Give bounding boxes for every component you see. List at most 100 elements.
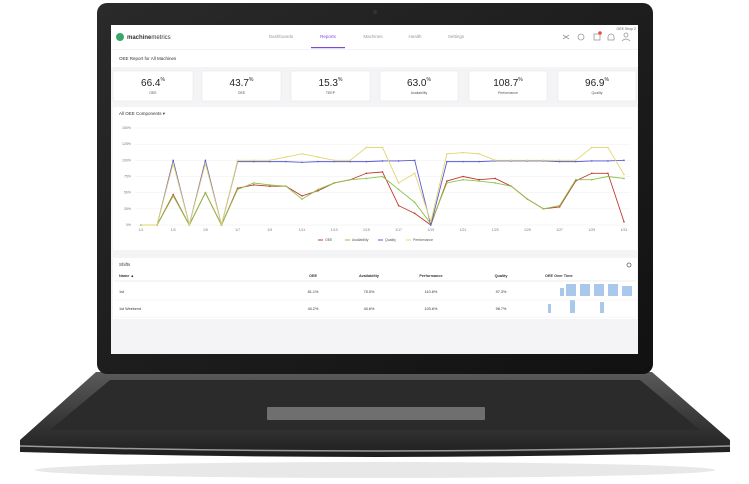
- table-cell: 40.6%: [364, 307, 375, 311]
- series-point: [574, 160, 577, 163]
- shifts-title: Shifts: [119, 262, 131, 267]
- series-point: [413, 159, 416, 162]
- series-point: [558, 159, 561, 162]
- series-point: [462, 160, 464, 163]
- series-point: [285, 160, 287, 163]
- kpi-card: [290, 70, 371, 102]
- series-point: [542, 159, 545, 162]
- nav-item[interactable]: Dashboards: [269, 34, 294, 39]
- series-point: [269, 185, 271, 187]
- nav-item[interactable]: Settings: [448, 34, 465, 39]
- nav-item[interactable]: Machines: [363, 34, 383, 39]
- top-bar: [111, 25, 638, 49]
- table-cell: 40.2%: [308, 307, 319, 311]
- series-point: [494, 159, 497, 162]
- series-point: [188, 224, 191, 226]
- series-point: [301, 195, 303, 197]
- y-tick-label: 150%: [122, 126, 131, 130]
- kpi-number: 63.0: [407, 78, 427, 89]
- series-point: [623, 173, 625, 176]
- series-point: [172, 159, 174, 162]
- x-tick-label: 1/15: [363, 228, 370, 232]
- logo-b: metrics: [151, 35, 170, 41]
- kpi-label: Quality: [592, 91, 603, 95]
- series-point: [301, 153, 303, 155]
- series-point: [381, 171, 384, 173]
- nav-item[interactable]: Health: [408, 34, 422, 39]
- subheader: [111, 50, 638, 67]
- series-point: [252, 182, 255, 184]
- series-point: [623, 220, 625, 223]
- kpi-card: [379, 70, 459, 102]
- series-point: [558, 204, 561, 207]
- series-point: [252, 184, 255, 186]
- series-point: [574, 159, 577, 162]
- table-header: Name ▲: [119, 274, 134, 278]
- table-cell: 110.6%: [425, 290, 438, 294]
- series-point: [172, 162, 174, 165]
- x-tick-label: 1/21: [460, 228, 467, 232]
- kpi-value: 96.9%: [585, 77, 609, 88]
- x-tick-label: 1/9: [267, 228, 272, 232]
- series-point: [252, 160, 255, 163]
- series-point: [397, 160, 400, 162]
- y-tick-label: 100%: [122, 158, 131, 162]
- kpi-unit: %: [161, 77, 166, 83]
- series-point: [478, 180, 480, 182]
- kpi-unit: %: [427, 77, 432, 83]
- series-point: [349, 160, 352, 163]
- series-point: [591, 160, 593, 162]
- legend-label: OEE: [325, 238, 333, 242]
- series-point: [156, 224, 158, 226]
- y-tick-label: 50%: [124, 191, 131, 195]
- series-point: [446, 182, 448, 184]
- series-point: [607, 175, 609, 178]
- x-tick-label: 1/23: [492, 228, 499, 232]
- series-point: [413, 172, 416, 175]
- series-point: [526, 159, 529, 162]
- kpi-unit: %: [249, 77, 254, 83]
- sparkline-1: [560, 284, 632, 296]
- kpi-label: Availability: [411, 91, 428, 95]
- series-point: [381, 146, 384, 149]
- shop-name: OEE Shop 2: [617, 27, 637, 31]
- sparkline-2: [548, 300, 604, 313]
- series-point: [333, 160, 336, 163]
- y-tick-label: 125%: [122, 142, 131, 146]
- series-point: [446, 160, 448, 163]
- series-point: [269, 184, 271, 186]
- y-tick-label: 25%: [124, 207, 131, 211]
- kpi-card: [557, 70, 637, 102]
- series-point: [446, 180, 448, 182]
- logo-a: machine: [127, 35, 152, 41]
- series-point: [558, 206, 561, 208]
- series-point: [591, 178, 593, 181]
- series-point: [478, 160, 480, 163]
- series-point: [365, 160, 368, 163]
- series-point: [397, 188, 400, 191]
- series-point: [430, 220, 432, 223]
- series-point: [591, 146, 593, 149]
- series-point: [317, 189, 319, 192]
- nav-item[interactable]: Reports: [320, 34, 337, 39]
- trackpad: [267, 407, 485, 420]
- series-point: [285, 185, 287, 187]
- series-point: [397, 182, 400, 184]
- y-tick-label: 75%: [124, 174, 131, 178]
- series-point: [591, 172, 593, 175]
- y-tick-label: 0%: [126, 223, 131, 227]
- kpi-value: 15.3%: [319, 77, 343, 88]
- series-point: [413, 201, 416, 204]
- kpi-unit: %: [605, 77, 610, 83]
- kpi-card: [468, 70, 548, 102]
- series-point: [301, 198, 303, 200]
- series-point: [494, 182, 497, 184]
- series-point: [526, 198, 529, 200]
- series-point: [574, 178, 577, 181]
- kpi-label: OEE: [238, 91, 246, 95]
- settings-icon[interactable]: [626, 262, 632, 268]
- table-header: Quality: [495, 274, 509, 278]
- table-cell: 81.1%: [308, 290, 319, 294]
- nav-underline: [311, 47, 345, 49]
